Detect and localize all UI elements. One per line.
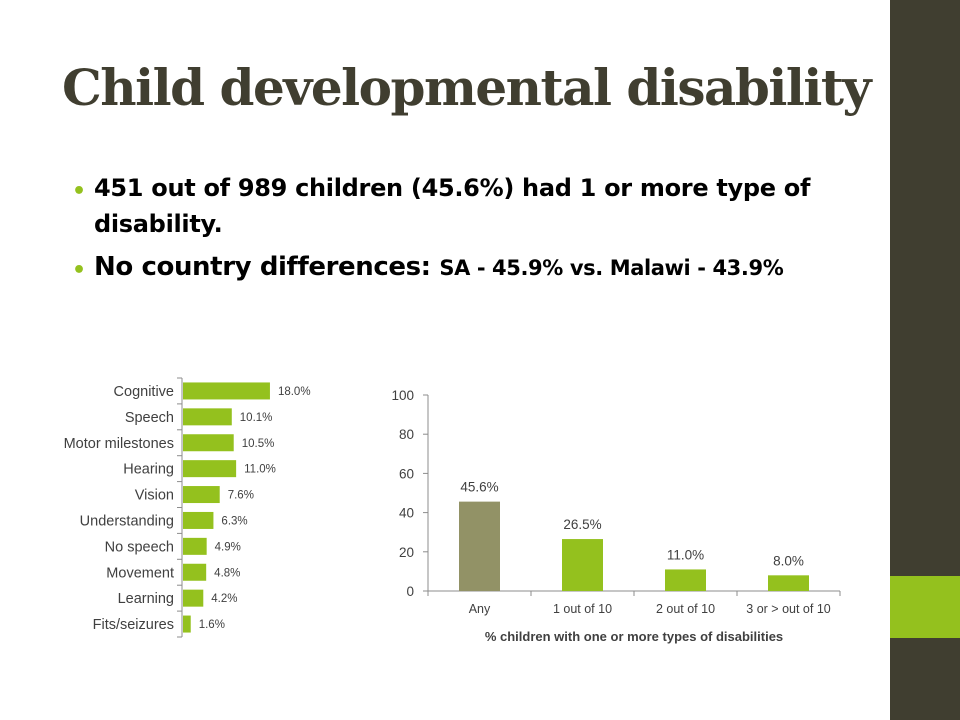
data-label: 4.2% [211,593,237,605]
bar [183,511,214,529]
category-label: Fits/seizures [93,617,174,633]
x-tick-label: 3 or > out of 10 [746,602,830,616]
data-label: 6.3% [221,515,247,527]
y-tick-label: 60 [399,466,414,481]
category-label: No speech [105,539,174,555]
slide-title: Child developmental disability [62,58,872,117]
bar [768,575,809,591]
data-label: 26.5% [563,517,601,532]
data-label: 8.0% [773,553,804,568]
bar [183,460,237,478]
bar [183,486,220,504]
bullet-icon: • [72,258,86,283]
bar [562,539,603,591]
y-tick-label: 20 [399,545,414,560]
bullet-item: • No country differences: SA - 45.9% vs.… [72,250,862,285]
x-axis-label: % children with one or more types of dis… [485,629,783,644]
x-tick-label: 1 out of 10 [553,602,612,616]
data-label: 1.6% [199,619,225,631]
bar [183,615,191,633]
category-label: Learning [118,591,174,607]
bar [183,563,207,581]
y-tick-label: 0 [406,584,414,599]
bar [459,501,500,591]
x-tick-label: Any [469,602,491,616]
bar [183,537,207,555]
data-label: 7.6% [228,490,254,502]
y-tick-label: 40 [399,506,414,521]
category-label: Understanding [80,513,174,529]
bullet-list: • 451 out of 989 children (45.6%) had 1 … [72,170,862,285]
data-label: 4.9% [215,541,241,553]
x-tick-label: 2 out of 10 [656,602,715,616]
bar [183,434,234,452]
bar [183,408,232,426]
data-label: 4.8% [214,567,240,579]
category-label: Vision [135,488,174,504]
data-label: 11.0% [667,547,704,562]
y-tick-label: 100 [391,388,414,403]
sidebar-accent [890,576,960,638]
category-label: Motor milestones [64,436,174,452]
bar [183,589,204,607]
data-label: 45.6% [460,480,498,495]
data-label: 10.1% [240,412,273,424]
bar [183,382,270,400]
bullet-icon: • [72,179,86,204]
category-label: Movement [106,565,174,581]
data-label: 18.0% [278,386,311,398]
bullet-detail: SA - 45.9% vs. Malawi - 43.9% [439,256,784,280]
category-label: Hearing [123,462,174,478]
bullet-text: 451 out of 989 children (45.6%) had 1 or… [94,174,811,238]
y-tick-label: 80 [399,427,414,442]
data-label: 11.0% [244,464,276,476]
category-label: Cognitive [114,384,174,400]
bar [665,569,706,591]
bullet-item: • 451 out of 989 children (45.6%) had 1 … [72,170,862,242]
data-label: 10.5% [242,438,275,450]
bullet-lead: No country differences: [94,252,440,282]
category-label: Speech [125,410,174,426]
